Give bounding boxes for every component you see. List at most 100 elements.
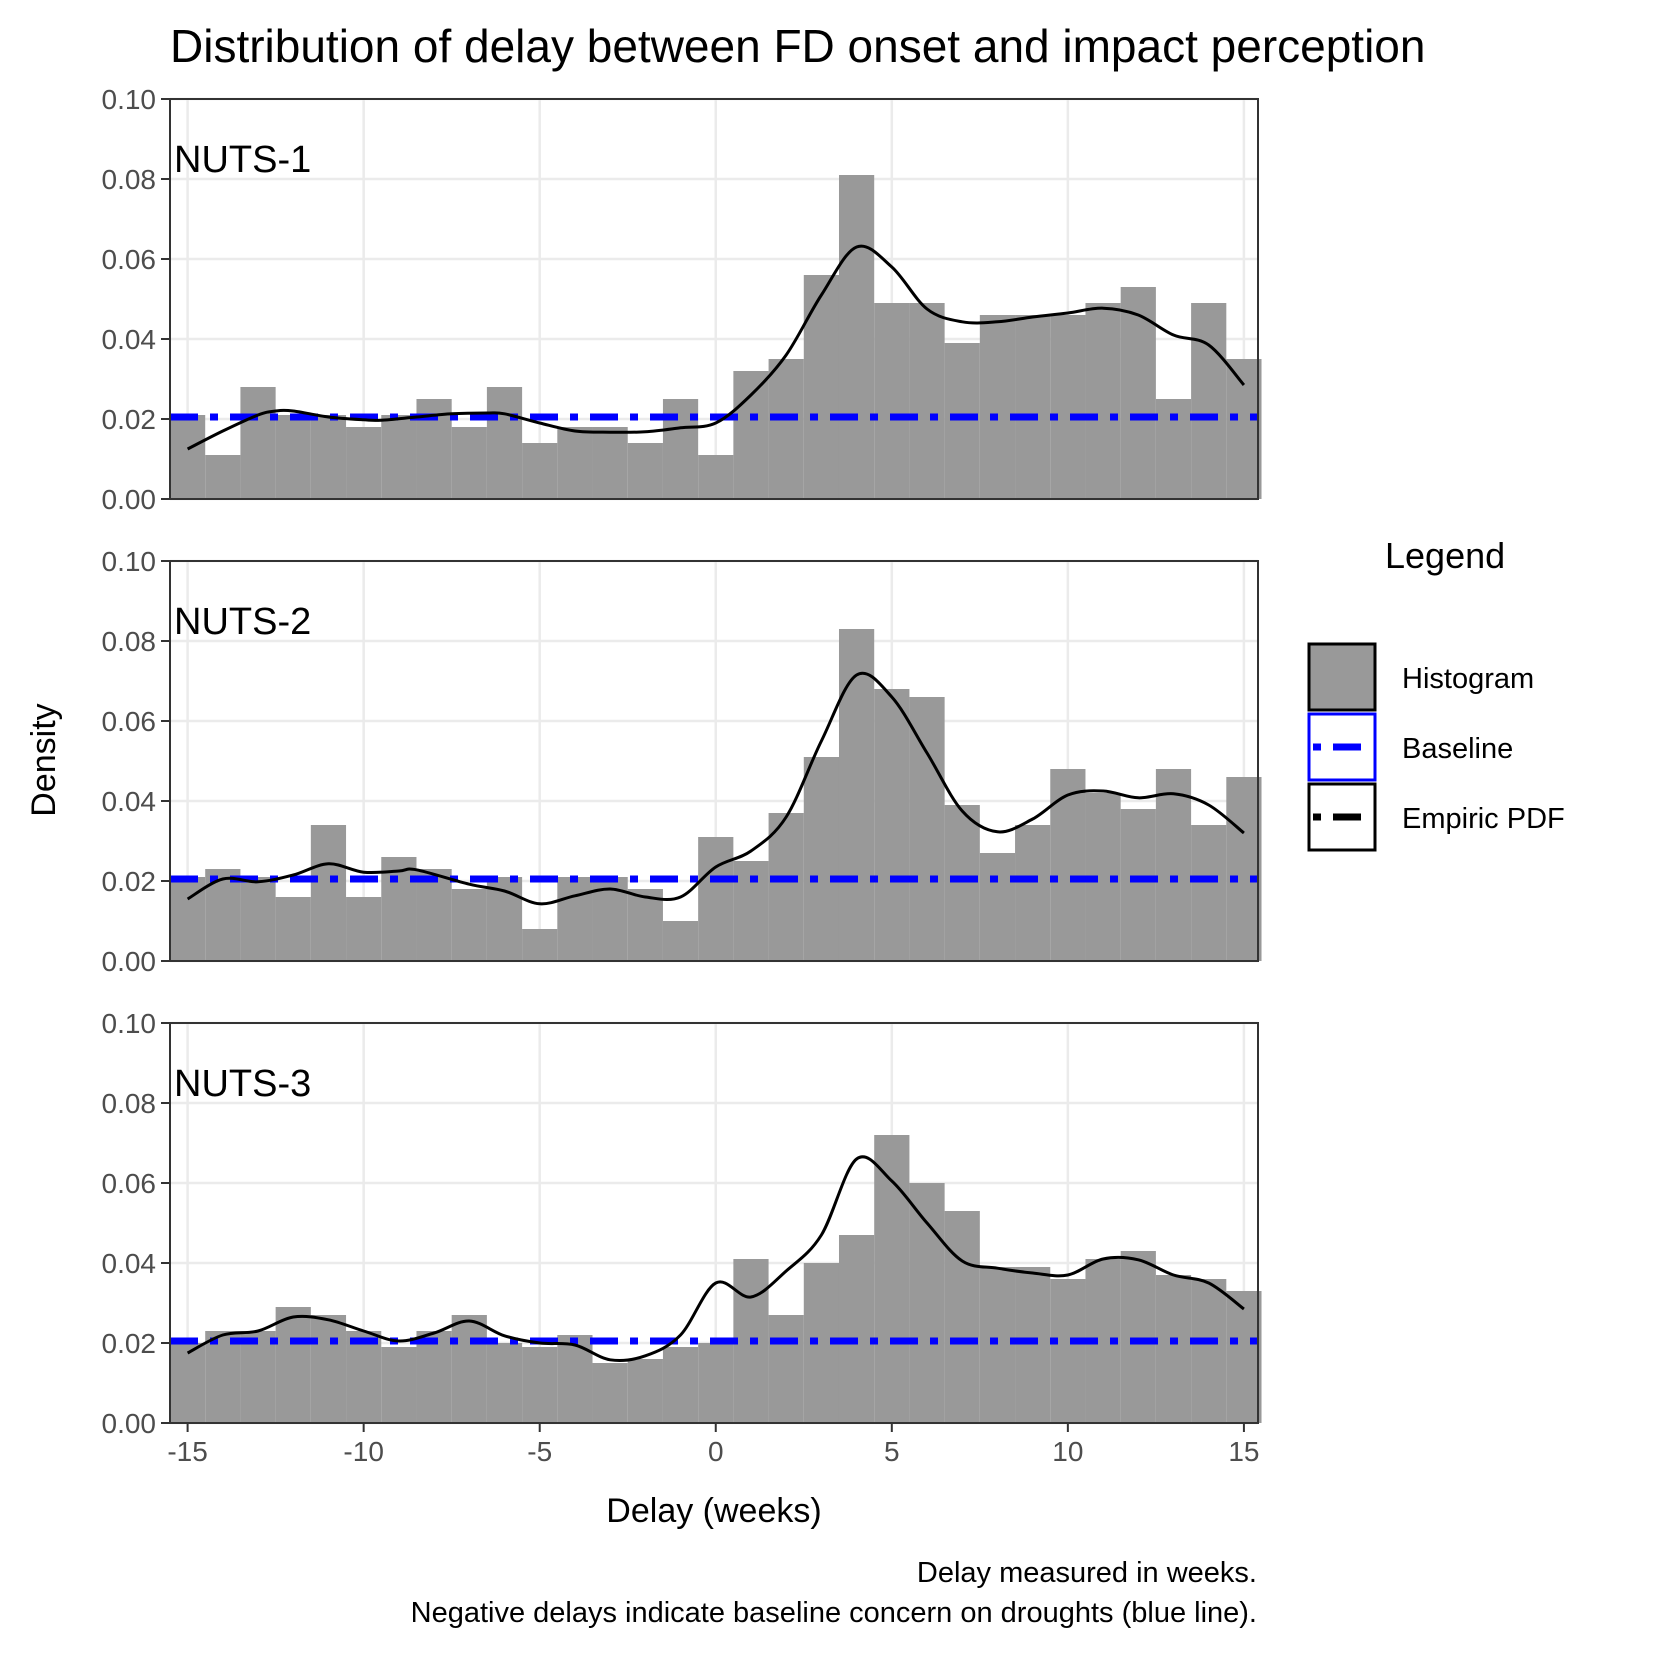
- histogram-bar: [557, 877, 593, 961]
- histogram-bar: [451, 1315, 487, 1423]
- histogram-bar: [1015, 315, 1051, 499]
- histogram-bar: [592, 1363, 628, 1423]
- histogram-bar: [205, 1331, 241, 1423]
- histogram-bar: [205, 455, 241, 499]
- histogram-bar: [768, 359, 804, 499]
- y-tick-label: 0.04: [102, 1248, 157, 1279]
- histogram-bar: [451, 427, 487, 499]
- x-tick-label: 5: [884, 1436, 900, 1467]
- histogram-bar: [944, 1211, 980, 1423]
- histogram-bar: [416, 869, 452, 961]
- x-tick-label: -5: [527, 1436, 552, 1467]
- histogram-bar: [381, 415, 417, 499]
- histogram-bar: [874, 1135, 910, 1423]
- legend-label: Baseline: [1402, 733, 1513, 765]
- histogram-bar: [1226, 777, 1262, 961]
- panel-nuts-3: NUTS-3 0.00 0.02 0.04 0.06 0.08 0.10: [102, 1008, 1262, 1439]
- y-tick-label: 0.06: [102, 244, 157, 275]
- legend-item-pdf: Empiric PDF: [1307, 782, 1565, 852]
- legend-key-histogram: [1307, 642, 1377, 712]
- histogram-bar: [522, 929, 558, 961]
- y-axis-label: Density: [25, 703, 63, 816]
- y-tick-label: 0.02: [102, 1328, 157, 1359]
- histogram-bar: [909, 303, 945, 499]
- histogram-bar: [1050, 315, 1086, 499]
- histogram-bar: [838, 1235, 875, 1423]
- histogram-bar: [346, 1331, 382, 1423]
- histogram-bar: [768, 813, 804, 961]
- histogram-bar: [522, 443, 558, 499]
- facet-panels: NUTS-1 0.00 0.02 0.04 0.06 0.08 0.10 NUTS-2 0.00…: [102, 84, 1262, 1439]
- histogram-bar: [1015, 825, 1051, 961]
- caption-line-2: Negative delays indicate baseline concer…: [411, 1597, 1257, 1629]
- histogram-bar: [1191, 303, 1227, 499]
- histogram-bar: [944, 805, 980, 961]
- histogram-bar: [944, 343, 980, 499]
- histogram-bar: [381, 1347, 417, 1423]
- panel-border: [169, 98, 1259, 500]
- panel-nuts-2: NUTS-2 0.00 0.02 0.04 0.06 0.08 0.10: [102, 546, 1262, 977]
- histogram-bar: [803, 275, 839, 499]
- histogram-bar: [627, 443, 663, 499]
- histogram-bar: [275, 1307, 311, 1423]
- histogram-bar: [1155, 1275, 1192, 1423]
- histogram-bar: [768, 1315, 804, 1423]
- histogram-bar: [381, 857, 417, 961]
- histogram-bar: [838, 175, 875, 499]
- y-tick-label: 0.00: [102, 484, 157, 515]
- y-tick-label: 0.06: [102, 1168, 157, 1199]
- histogram-bar: [275, 897, 311, 961]
- histogram-bar: [627, 1359, 663, 1423]
- y-tick-label: 0.10: [102, 1008, 157, 1039]
- x-tick-label: 0: [708, 1436, 724, 1467]
- x-tick-label: -10: [343, 1436, 383, 1467]
- legend-item-baseline: Baseline: [1307, 712, 1513, 782]
- histogram-bar: [170, 415, 206, 499]
- x-tick-label: -15: [167, 1436, 207, 1467]
- histogram-bar: [627, 889, 663, 961]
- histogram-bar: [1191, 825, 1227, 961]
- legend-label: Histogram: [1402, 663, 1534, 695]
- panel-border: [169, 560, 1259, 962]
- histogram-bar: [557, 427, 593, 499]
- histogram-bar: [346, 427, 382, 499]
- histogram-bar: [909, 1183, 945, 1423]
- histogram-bar: [240, 1331, 276, 1423]
- histogram-bar: [838, 629, 875, 961]
- chart-title: Distribution of delay between FD onset a…: [170, 20, 1425, 72]
- histogram-bar: [1155, 769, 1192, 961]
- histogram-bar: [1120, 809, 1156, 961]
- histogram-bar: [451, 889, 487, 961]
- panel-label: NUTS-3: [174, 1063, 311, 1105]
- histogram-bar: [662, 921, 699, 961]
- y-tick-label: 0.02: [102, 866, 157, 897]
- histogram-bar: [1050, 1279, 1086, 1423]
- histogram-bar: [486, 1343, 523, 1423]
- histogram-bar: [557, 1335, 593, 1423]
- legend-item-histogram: Histogram: [1307, 642, 1534, 712]
- histogram-bar: [909, 697, 945, 961]
- histogram-bar: [346, 897, 382, 961]
- x-tick-label: 10: [1052, 1436, 1083, 1467]
- panel-label: NUTS-2: [174, 601, 311, 643]
- histogram-bar: [698, 837, 734, 961]
- y-tick-label: 0.00: [102, 1408, 157, 1439]
- empiric-pdf-line: [186, 1155, 1245, 1363]
- empiric-pdf-line: [186, 244, 1246, 451]
- histogram-bar: [486, 387, 523, 499]
- histogram-bar: [698, 455, 734, 499]
- caption-line-1: Delay measured in weeks.: [917, 1557, 1257, 1589]
- y-tick-label: 0.10: [102, 546, 157, 577]
- histogram-bar: [1015, 1267, 1051, 1423]
- histogram-bar: [1226, 1291, 1262, 1423]
- histogram-bar: [1191, 1279, 1227, 1423]
- histogram-bar: [979, 1267, 1016, 1423]
- y-tick-label: 0.10: [102, 84, 157, 115]
- empiric-pdf-line: [186, 671, 1245, 906]
- histogram-bar: [1226, 359, 1262, 499]
- x-axis-ticks: -15 -10 -5 0 5 10 15: [167, 1423, 1259, 1467]
- histogram-bar: [1120, 287, 1156, 499]
- histogram-bar: [803, 757, 839, 961]
- panel-nuts-1: NUTS-1 0.00 0.02 0.04 0.06 0.08 0.10: [102, 84, 1262, 515]
